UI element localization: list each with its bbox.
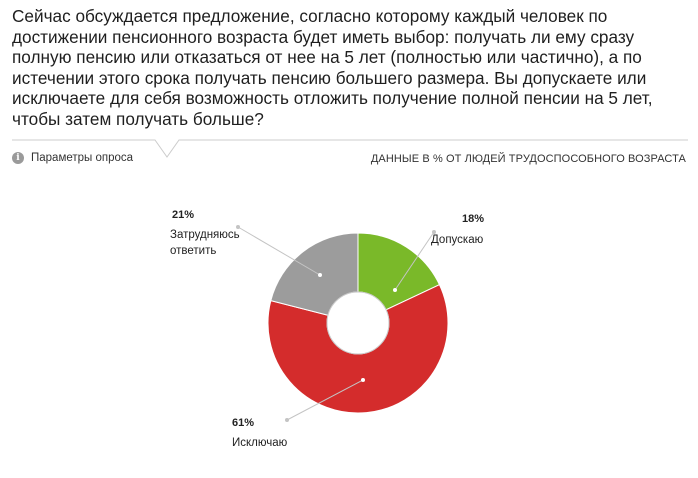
slice-category-label: ответить — [170, 245, 216, 257]
info-icon: i — [12, 152, 24, 164]
leader-dot — [285, 418, 289, 422]
slice-category-label: Исключаю — [232, 437, 288, 449]
chart-leaders — [236, 225, 436, 422]
leader-dot — [393, 288, 397, 292]
leader-dot — [236, 225, 240, 229]
slice-value-label: 61% — [232, 417, 254, 429]
survey-params-toggle[interactable]: i Параметры опроса — [12, 152, 133, 164]
slice-value-label: 18% — [462, 213, 484, 225]
chart-labels: 18% Допускаю 61% Исключаю 21% Затрудняюсь отве… — [170, 209, 484, 449]
chart-slices — [267, 232, 449, 414]
leader-line-3 — [237, 226, 321, 276]
donut-center — [334, 299, 382, 347]
leader-dot — [361, 378, 365, 382]
survey-params-label: Параметры опроса — [31, 152, 134, 164]
slice-category-label: Допускаю — [431, 234, 484, 246]
slice-value-label: 21% — [172, 209, 194, 221]
slice-category-label: Затрудняюсь — [170, 229, 240, 241]
leader-dot — [318, 273, 322, 277]
leader-line-1 — [394, 231, 435, 291]
leader-line-2 — [286, 379, 364, 421]
data-caption: ДАННЫЕ В % ОТ ЛЮДЕЙ ТРУДОСПОСОБНОГО ВОЗР… — [370, 153, 686, 165]
survey-question: Сейчас обсуждается предложение, согласно… — [12, 6, 653, 129]
leader-dot — [432, 230, 436, 234]
